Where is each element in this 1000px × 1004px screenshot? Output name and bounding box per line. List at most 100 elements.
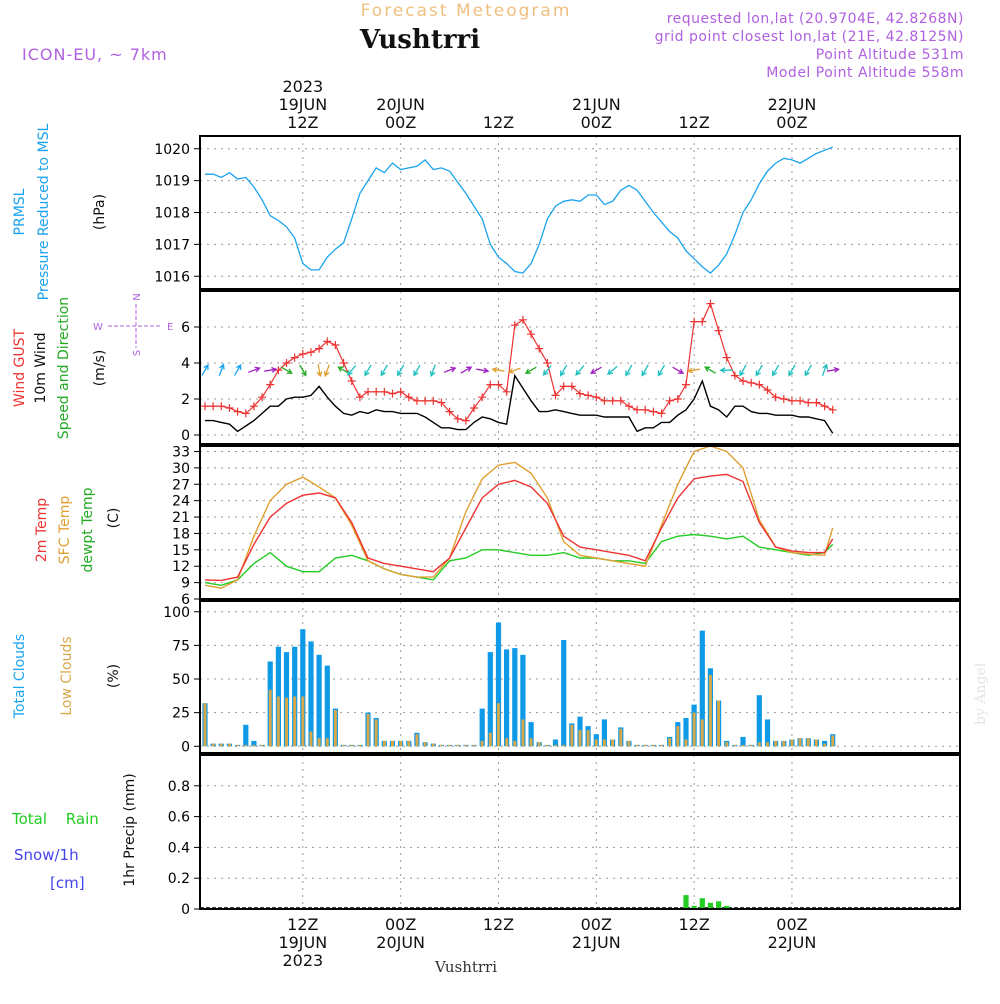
total-cloud-bar [243,724,249,747]
pressure-panel: PRMSL Pressure Reduced to MSL (hPa) [12,123,108,300]
temperature-panel: 2m Temp SFC Temp dewpt Temp (C) [34,487,122,572]
bottom-time-label: 21JUN [572,933,621,952]
wind-direction-arrow [657,364,666,377]
wind-direction-arrow [218,363,225,377]
location-title: Vushtrri [359,25,480,55]
low-cloud-bar [749,744,753,747]
gust-marker [470,404,479,412]
low-cloud-bar [358,744,362,747]
wind-direction-arrow [739,364,747,377]
top-time-label: 20JUN [376,95,425,114]
gust-marker [249,402,258,411]
clouds-ytick-label: 25 [172,706,190,722]
low-cloud-bar [342,744,345,747]
wind-direction-arrow [755,364,763,377]
wind-direction-arrow [589,366,602,374]
wind-direction-arrow [491,366,505,373]
gust-marker [298,350,307,358]
rain-bar [699,898,705,909]
gust-marker [478,393,487,402]
gust-marker [437,398,446,407]
low-cloud-bar [660,744,663,747]
bottom-time-label: 12Z [287,915,318,934]
gust-marker [355,393,364,402]
gust-marker [347,377,356,385]
gust-marker [559,382,568,391]
total-cloud-bar [324,665,330,747]
wind-direction-arrow [821,363,829,377]
low-cloud-bar [684,739,688,747]
low-cloud-bar [790,739,794,747]
pressure-label-prmsl: PRMSL [12,188,28,235]
total-cloud-bar [479,708,485,747]
gust-marker [323,337,332,346]
low-cloud-bar [488,732,492,747]
clouds-label-total: Total Clouds [12,634,28,719]
wind-direction-arrow [672,366,685,374]
low-cloud-bar [782,740,786,747]
gust-marker [722,353,731,362]
total-cloud-bar [512,648,518,747]
pressure-label-unit: (hPa) [92,194,108,230]
low-cloud-bar [766,742,769,747]
gust-marker [812,398,821,407]
low-cloud-bar [366,714,370,747]
total-cloud-bar [495,622,502,747]
temperature-ytick-label: 18 [172,526,190,542]
low-cloud-bar [619,728,623,747]
pressure-ytick-label: 1016 [154,269,190,285]
low-cloud-bar [692,712,696,747]
grid-point: grid point closest lon,lat (21E, 42.8125… [655,29,964,45]
rain-bar [691,905,697,909]
gust-marker [747,378,756,387]
low-cloud-bar [831,735,835,747]
top-time-label: 00Z [581,113,612,132]
low-cloud-bar [472,744,476,747]
bottom-time-label: 00Z [581,915,612,934]
gust-marker [706,299,715,308]
gust-marker [266,380,275,389]
temperature-frame [199,445,961,600]
wind-direction-arrow [280,366,293,374]
meteogram-title: Forecast Meteogram [361,1,572,21]
wind-direction-arrow [524,366,537,374]
clouds-ytick-label: 75 [172,638,190,654]
wind-speed-line [205,373,834,434]
low-cloud-bar [611,739,614,747]
compass-east: E [167,322,173,333]
low-cloud-bar [651,744,655,747]
top-time-label: 12Z [678,113,709,132]
low-cloud-bar [334,710,337,747]
bottom-time-label: 00Z [776,915,807,934]
gust-marker [820,402,829,411]
low-cloud-bar [570,724,574,747]
bottom-time-label: 12Z [678,915,709,934]
gust-marker [755,380,764,389]
gust-marker [796,396,805,405]
wind-label-gust: Wind GUST [12,328,28,407]
pressure-frame [199,135,961,290]
wind-direction-arrow [476,367,490,374]
gust-marker [429,396,438,405]
low-cloud-bar [399,740,403,747]
gust-marker [339,359,348,367]
wind-direction-arrow [234,363,242,376]
wind-label-dir: Speed and Direction [56,297,72,439]
top-time-label: 2023 [282,77,323,96]
data-layer [201,146,840,909]
gust-marker [828,405,837,414]
low-cloud-bar [757,742,761,747]
gust-marker [209,402,218,411]
gust-marker [730,371,739,380]
wind-direction-arrow [264,366,278,373]
wind-direction-arrow [429,364,436,378]
wind-direction-arrow [804,364,812,377]
clouds-ytick-label: 0 [181,739,190,755]
compass-south: S [132,350,143,356]
low-cloud-bar [423,742,427,747]
gust-marker [633,405,642,414]
gust-marker [592,393,601,402]
wind-direction-arrow [364,364,372,377]
gust-marker [804,398,813,407]
